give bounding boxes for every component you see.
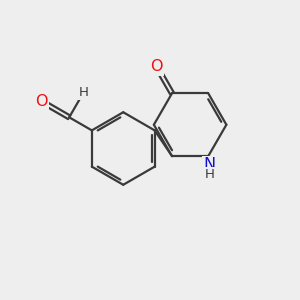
Text: H: H (205, 168, 215, 181)
Text: O: O (35, 94, 48, 109)
Text: H: H (79, 86, 88, 99)
Text: N: N (204, 157, 216, 172)
Text: O: O (150, 59, 163, 74)
